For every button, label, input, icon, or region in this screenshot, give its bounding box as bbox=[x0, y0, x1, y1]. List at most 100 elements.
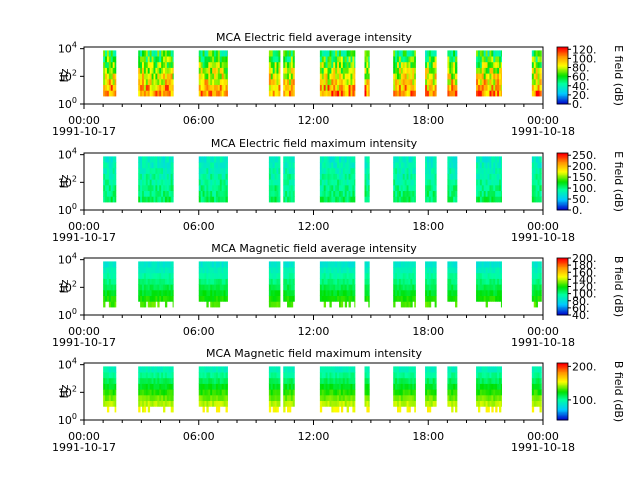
spectrogram-cell bbox=[491, 383, 494, 390]
spectrogram-cell bbox=[354, 84, 356, 91]
spectrogram-cell bbox=[531, 173, 535, 180]
colorbar-segment bbox=[557, 282, 568, 285]
spectrogram-cell bbox=[208, 278, 211, 285]
spectrogram-cell bbox=[364, 372, 367, 379]
spectrogram-cell bbox=[354, 400, 356, 407]
spectrogram-cell bbox=[346, 406, 349, 413]
spectrogram-cell bbox=[393, 184, 396, 192]
spectrogram-cell bbox=[366, 389, 369, 396]
spectrogram-cell bbox=[103, 289, 106, 297]
spectrogram-cell bbox=[168, 156, 172, 163]
spectrogram-cell bbox=[406, 196, 409, 203]
spectrogram-cell bbox=[206, 284, 209, 291]
spectrogram-cell bbox=[489, 179, 492, 186]
spectrogram-cell bbox=[491, 90, 494, 97]
spectrogram-cell bbox=[539, 78, 542, 86]
spectrogram-cell bbox=[491, 162, 494, 169]
spectrogram-cell bbox=[476, 389, 479, 396]
spectrogram-cell bbox=[105, 196, 108, 203]
spectrogram-cell bbox=[364, 61, 367, 68]
spectrogram-cell bbox=[339, 90, 342, 97]
spectrogram-cell bbox=[103, 184, 106, 192]
spectrogram-cell bbox=[142, 377, 145, 384]
spectrogram-cell bbox=[285, 61, 288, 68]
spectrogram-cell bbox=[402, 272, 406, 279]
spectrogram-cell bbox=[455, 190, 458, 197]
spectrogram-cell bbox=[342, 50, 346, 57]
spectrogram-cell bbox=[143, 377, 147, 384]
spectrogram-cell bbox=[533, 167, 537, 174]
spectrogram-cell bbox=[414, 372, 416, 379]
spectrogram-cell bbox=[106, 173, 110, 180]
spectrogram-cell bbox=[114, 400, 117, 407]
spectrogram-cell bbox=[426, 377, 430, 384]
spectrogram-cell bbox=[288, 272, 292, 279]
spectrogram-cell bbox=[151, 179, 154, 186]
spectrogram-cell bbox=[479, 366, 483, 373]
spectrogram-cell bbox=[153, 184, 156, 192]
spectrogram-cell bbox=[219, 61, 223, 68]
spectrogram-cell bbox=[287, 377, 290, 384]
spectrogram-cell bbox=[350, 67, 353, 74]
spectrogram-cell bbox=[274, 261, 277, 268]
spectrogram-cell bbox=[147, 167, 151, 174]
spectrogram-cell bbox=[348, 377, 351, 384]
spectrogram-cell bbox=[408, 50, 411, 57]
spectrogram-cell bbox=[395, 173, 398, 180]
spectrogram-cell bbox=[531, 400, 535, 407]
spectrogram-cell bbox=[221, 50, 225, 57]
spectrogram-cell bbox=[151, 272, 154, 279]
spectrogram-cell bbox=[339, 400, 342, 407]
spectrogram-cell bbox=[354, 389, 356, 396]
spectrogram-cell bbox=[212, 73, 215, 80]
spectrogram-cell bbox=[164, 377, 168, 384]
spectrogram-cell bbox=[163, 78, 166, 86]
spectrogram-cell bbox=[329, 56, 332, 63]
spectrogram-cell bbox=[499, 400, 502, 407]
spectrogram-cell bbox=[212, 84, 215, 91]
spectrogram-cell bbox=[325, 61, 328, 68]
spectrogram-cell bbox=[331, 289, 334, 297]
y-tick-exponent: 4 bbox=[72, 252, 77, 261]
spectrogram-cell bbox=[398, 383, 402, 390]
spectrogram-cell bbox=[537, 173, 540, 180]
spectrogram-cell bbox=[331, 184, 334, 192]
spectrogram-cell bbox=[500, 179, 502, 186]
spectrogram-cell bbox=[208, 78, 211, 86]
spectrogram-cell bbox=[402, 196, 406, 203]
colorbar-segment bbox=[557, 78, 568, 81]
spectrogram-cell bbox=[352, 162, 355, 169]
spectrogram-cell bbox=[489, 377, 492, 384]
spectrogram-cell bbox=[106, 406, 110, 413]
spectrogram-cell bbox=[408, 366, 411, 373]
spectrogram-cell bbox=[202, 394, 205, 402]
spectrogram-cell bbox=[225, 267, 228, 274]
spectrogram-cell bbox=[531, 389, 535, 396]
spectrogram-cell bbox=[395, 272, 398, 279]
spectrogram-cell bbox=[333, 272, 336, 279]
spectrogram-cell bbox=[352, 156, 355, 163]
spectrogram-cell bbox=[168, 162, 172, 169]
data-block bbox=[425, 50, 437, 97]
spectrogram-cell bbox=[290, 78, 294, 86]
spectrogram-cell bbox=[487, 73, 490, 80]
spectrogram-cell bbox=[339, 389, 342, 396]
spectrogram-cell bbox=[476, 184, 479, 192]
spectrogram-cell bbox=[339, 377, 342, 384]
spectrogram-cell bbox=[319, 67, 323, 74]
spectrogram-cell bbox=[159, 67, 162, 74]
spectrogram-cell bbox=[214, 67, 217, 74]
spectrogram-cell bbox=[398, 394, 402, 402]
spectrogram-cell bbox=[268, 289, 272, 297]
spectrogram-cell bbox=[270, 196, 274, 203]
y-tick-exponent: 2 bbox=[72, 279, 77, 288]
spectrogram-cell bbox=[352, 67, 355, 74]
spectrogram-cell bbox=[491, 67, 494, 74]
spectrogram-cell bbox=[366, 267, 369, 274]
spectrogram-cell bbox=[163, 162, 166, 169]
spectrogram-cell bbox=[335, 56, 338, 63]
spectrogram-cell bbox=[108, 389, 112, 396]
spectrogram-cell bbox=[487, 162, 490, 169]
spectrogram-cell bbox=[485, 278, 488, 285]
spectrogram-cell bbox=[283, 84, 286, 91]
